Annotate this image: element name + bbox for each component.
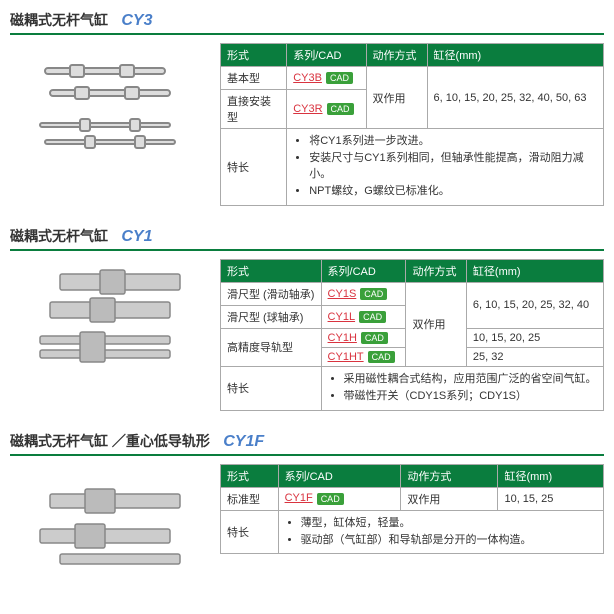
series-link[interactable]: CY3B (293, 72, 322, 84)
spec-table: 形式 系列/CAD 动作方式 缸径(mm) 标准型 CY1F CAD 双作用 10… (220, 464, 604, 555)
feature-row: 特长 薄型，缸体短，轻量。 驱动部（气缸部）和导轨部是分开的一体构造。 (221, 510, 604, 554)
col-series: 系列/CAD (278, 464, 401, 487)
action-cell: 双作用 (366, 67, 427, 129)
cad-badge[interactable]: CAD (317, 493, 344, 505)
title-code: CY3 (121, 12, 152, 29)
feature-item: 带磁性开关（CDY1S系列；CDY1S） (344, 389, 597, 404)
title-cn: 磁耦式无杆气缸 (10, 228, 108, 244)
series-link[interactable]: CY1F (285, 492, 313, 504)
col-action: 动作方式 (401, 464, 498, 487)
series-link[interactable]: CY1L (328, 311, 356, 323)
col-bore: 缸径(mm) (498, 464, 604, 487)
section-title: 磁耦式无杆气缸 CY1 (10, 226, 604, 251)
series-cell: CY3B CAD (287, 67, 366, 90)
spec-table: 形式 系列/CAD 动作方式 缸径(mm) 滑尺型 (滑动轴承) CY1SCAD… (220, 259, 604, 411)
cad-badge[interactable]: CAD (326, 72, 353, 84)
form-cell: 滑尺型 (球轴承) (221, 305, 322, 328)
series-cell: CY1SCAD (321, 282, 406, 305)
section-title: 磁耦式无杆气缸 ／重心低导轨形 CY1F (10, 431, 604, 456)
feature-cell: 采用磁性耦合式结构，应用范围广泛的省空间气缸。 带磁性开关（CDY1S系列；CD… (321, 366, 603, 410)
bore-cell: 10, 15, 20, 25 (466, 328, 603, 347)
series-cell: CY1HT CAD (321, 347, 406, 366)
series-link[interactable]: CY1HT (328, 351, 364, 363)
feature-cell: 将CY1系列进一步改进。 安装尺寸与CY1系列相同，但轴承性能提高，滑动阻力减小… (287, 129, 604, 206)
col-series: 系列/CAD (287, 44, 366, 67)
feature-cell: 薄型，缸体短，轻量。 驱动部（气缸部）和导轨部是分开的一体构造。 (278, 510, 603, 554)
col-bore: 缸径(mm) (466, 259, 603, 282)
feature-label: 特长 (221, 129, 287, 206)
col-series: 系列/CAD (321, 259, 406, 282)
series-cell: CY1LCAD (321, 305, 406, 328)
cad-badge[interactable]: CAD (360, 288, 387, 300)
feature-label: 特长 (221, 366, 322, 410)
form-cell: 高精度导轨型 (221, 328, 322, 366)
title-code: CY1 (121, 228, 152, 245)
cad-badge[interactable]: CAD (327, 103, 354, 115)
table-row: 基本型 CY3BCAD 双作用 6, 10, 15, 20, 25, 32, 4… (221, 67, 604, 90)
cad-badge[interactable]: CAD (368, 351, 395, 363)
feature-row: 特长 将CY1系列进一步改进。 安装尺寸与CY1系列相同，但轴承性能提高，滑动阻… (221, 129, 604, 206)
product-image (10, 259, 210, 379)
bore-cell: 25, 32 (466, 347, 603, 366)
feature-item: NPT螺纹，G螺纹已标准化。 (309, 184, 597, 199)
col-form: 形式 (221, 464, 279, 487)
feature-row: 特长 采用磁性耦合式结构，应用范围广泛的省空间气缸。 带磁性开关（CDY1S系列… (221, 366, 604, 410)
title-cn: 磁耦式无杆气缸 (10, 12, 108, 28)
spec-table: 形式 系列/CAD 动作方式 缸径(mm) 基本型 CY3B CAD 双作用 6,… (220, 43, 604, 206)
bore-cell: 6, 10, 15, 20, 25, 32, 40 (466, 282, 603, 328)
col-action: 动作方式 (406, 259, 466, 282)
section-title: 磁耦式无杆气缸 CY3 (10, 10, 604, 35)
col-action: 动作方式 (366, 44, 427, 67)
feature-label: 特长 (221, 510, 279, 554)
col-form: 形式 (221, 259, 322, 282)
feature-item: 采用磁性耦合式结构，应用范围广泛的省空间气缸。 (344, 372, 597, 387)
series-cell: CY1F CAD (278, 487, 401, 510)
bore-cell: 10, 15, 25 (498, 487, 604, 510)
col-form: 形式 (221, 44, 287, 67)
feature-item: 安装尺寸与CY1系列相同，但轴承性能提高，滑动阻力减小。 (309, 151, 597, 182)
series-link[interactable]: CY3R (293, 103, 322, 115)
table-row: 标准型 CY1F CAD 双作用 10, 15, 25 (221, 487, 604, 510)
form-cell: 直接安装型 (221, 90, 287, 129)
col-bore: 缸径(mm) (427, 44, 603, 67)
form-cell: 标准型 (221, 487, 279, 510)
feature-item: 将CY1系列进一步改进。 (309, 134, 597, 149)
cad-badge[interactable]: CAD (361, 332, 388, 344)
series-link[interactable]: CY1S (328, 288, 357, 300)
title-cn: 磁耦式无杆气缸 ／重心低导轨形 (10, 433, 210, 449)
action-cell: 双作用 (406, 282, 466, 366)
form-cell: 基本型 (221, 67, 287, 90)
series-cell: CY3R CAD (287, 90, 366, 129)
feature-item: 薄型，缸体短，轻量。 (301, 516, 597, 531)
product-section-cy1: 磁耦式无杆气缸 CY1 形式 系列/CAD 动作方式 缸径(mm) 滑尺型 (10, 226, 604, 411)
series-link[interactable]: CY1H (328, 332, 357, 344)
product-image (10, 464, 210, 584)
action-cell: 双作用 (401, 487, 498, 510)
title-code: CY1F (223, 433, 264, 450)
form-cell: 滑尺型 (滑动轴承) (221, 282, 322, 305)
product-section-cy1f: 磁耦式无杆气缸 ／重心低导轨形 CY1F 形式 系列/CAD 动作方式 缸径(m… (10, 431, 604, 584)
product-image (10, 43, 210, 163)
series-cell: CY1H CAD (321, 328, 406, 347)
feature-item: 驱动部（气缸部）和导轨部是分开的一体构造。 (301, 533, 597, 548)
cad-badge[interactable]: CAD (359, 311, 386, 323)
bore-cell: 6, 10, 15, 20, 25, 32, 40, 50, 63 (427, 67, 603, 129)
table-row: 滑尺型 (滑动轴承) CY1SCAD 双作用 6, 10, 15, 20, 25… (221, 282, 604, 305)
product-section-cy3: 磁耦式无杆气缸 CY3 形式 系列/CAD 动作方式 缸径(mm) 基本型 (10, 10, 604, 206)
